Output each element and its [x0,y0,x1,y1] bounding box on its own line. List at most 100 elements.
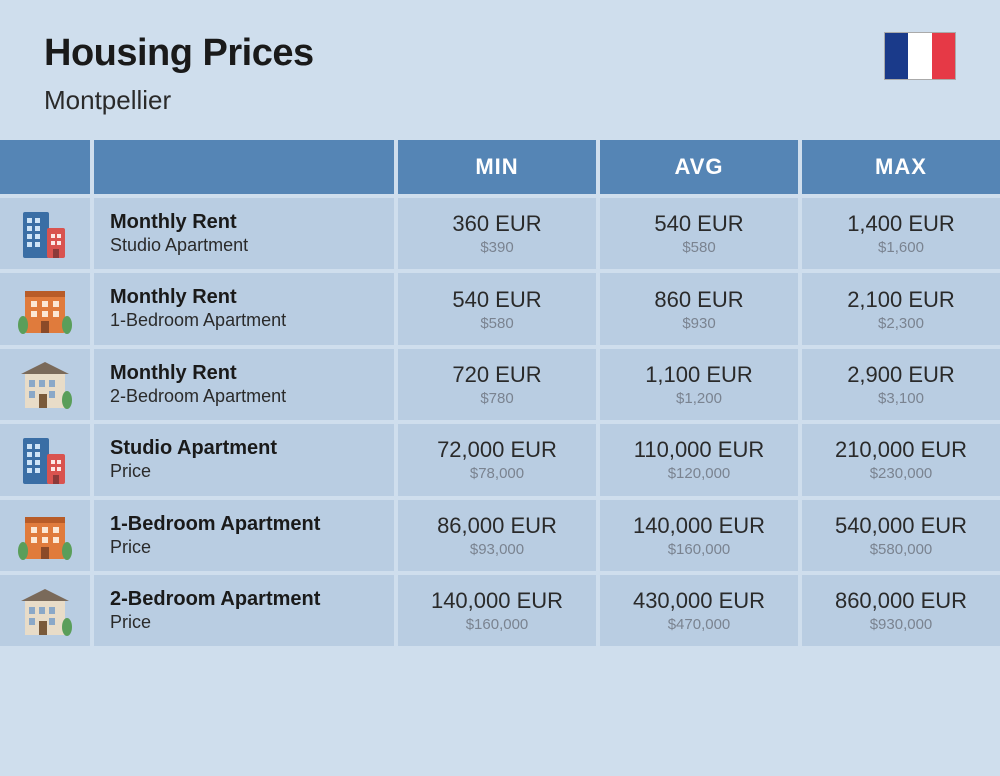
col-min: MIN [398,140,596,194]
value-usd: $780 [480,390,513,407]
value-usd: $1,200 [676,390,722,407]
col-avg: AVG [600,140,798,194]
row-icon-cell [0,575,90,646]
building-wide-icon [17,283,73,335]
value-usd: $930,000 [870,616,933,633]
row-label-cell: Monthly Rent1-Bedroom Apartment [94,273,394,344]
value-eur: 140,000 EUR [633,513,765,539]
row-title: 2-Bedroom Apartment [110,587,386,611]
value-eur: 72,000 EUR [437,437,557,463]
building-house-icon [17,358,73,410]
value-usd: $93,000 [470,541,524,558]
row-title: Studio Apartment [110,436,386,460]
row-label-cell: 2-Bedroom ApartmentPrice [94,575,394,646]
value-cell-min: 140,000 EUR $160,000 [398,575,596,646]
value-eur: 540 EUR [452,287,541,313]
row-subtitle: 1-Bedroom Apartment [110,309,386,332]
value-eur: 720 EUR [452,362,541,388]
value-cell-avg: 540 EUR $580 [600,198,798,269]
value-eur: 430,000 EUR [633,588,765,614]
row-subtitle: Price [110,536,386,559]
price-table: MIN AVG MAX Monthly RentStudio Apartment… [0,140,1000,646]
value-eur: 140,000 EUR [431,588,563,614]
value-cell-min: 720 EUR $780 [398,349,596,420]
value-cell-max: 540,000 EUR $580,000 [802,500,1000,571]
row-title: Monthly Rent [110,210,386,234]
row-label-cell: Monthly RentStudio Apartment [94,198,394,269]
value-usd: $2,300 [878,315,924,332]
col-max: MAX [802,140,1000,194]
value-usd: $3,100 [878,390,924,407]
value-cell-avg: 860 EUR $930 [600,273,798,344]
value-cell-avg: 1,100 EUR $1,200 [600,349,798,420]
building-wide-icon [17,509,73,561]
value-usd: $230,000 [870,465,933,482]
value-usd: $580,000 [870,541,933,558]
value-cell-avg: 110,000 EUR $120,000 [600,424,798,495]
row-subtitle: Price [110,611,386,634]
table-row: Monthly Rent1-Bedroom Apartment 540 EUR $5… [0,273,1000,344]
header-spacer [0,140,90,194]
value-eur: 110,000 EUR [634,437,764,463]
value-eur: 2,900 EUR [847,362,955,388]
row-label-cell: Monthly Rent2-Bedroom Apartment [94,349,394,420]
table-header: MIN AVG MAX [0,140,1000,194]
value-usd: $580 [480,315,513,332]
table-row: Monthly RentStudio Apartment 360 EUR $390 5… [0,198,1000,269]
building-tall-icon [17,434,73,486]
value-usd: $390 [480,239,513,256]
row-label-cell: 1-Bedroom ApartmentPrice [94,500,394,571]
row-title: Monthly Rent [110,285,386,309]
value-eur: 2,100 EUR [847,287,955,313]
page-title: Housing Prices [44,32,956,75]
value-cell-min: 540 EUR $580 [398,273,596,344]
value-eur: 86,000 EUR [437,513,557,539]
value-usd: $78,000 [470,465,524,482]
value-eur: 1,400 EUR [847,211,955,237]
header-spacer [94,140,394,194]
table-row: Monthly Rent2-Bedroom Apartment 720 EUR $7… [0,349,1000,420]
value-cell-max: 2,100 EUR $2,300 [802,273,1000,344]
value-usd: $470,000 [668,616,731,633]
row-label-cell: Studio ApartmentPrice [94,424,394,495]
value-eur: 860 EUR [654,287,743,313]
value-cell-max: 1,400 EUR $1,600 [802,198,1000,269]
value-usd: $1,600 [878,239,924,256]
row-title: 1-Bedroom Apartment [110,512,386,536]
value-eur: 540,000 EUR [835,513,967,539]
value-cell-min: 360 EUR $390 [398,198,596,269]
table-row: 1-Bedroom ApartmentPrice 86,000 EUR $93,00… [0,500,1000,571]
row-subtitle: 2-Bedroom Apartment [110,385,386,408]
value-eur: 540 EUR [654,211,743,237]
value-cell-max: 860,000 EUR $930,000 [802,575,1000,646]
value-eur: 360 EUR [452,211,541,237]
table-row: Studio ApartmentPrice 72,000 EUR $78,000 11… [0,424,1000,495]
row-title: Monthly Rent [110,361,386,385]
row-icon-cell [0,198,90,269]
value-cell-max: 2,900 EUR $3,100 [802,349,1000,420]
value-usd: $580 [682,239,715,256]
value-cell-avg: 140,000 EUR $160,000 [600,500,798,571]
row-icon-cell [0,273,90,344]
building-house-icon [17,585,73,637]
value-cell-max: 210,000 EUR $230,000 [802,424,1000,495]
value-usd: $120,000 [668,465,731,482]
table-row: 2-Bedroom ApartmentPrice 140,000 EUR $160,… [0,575,1000,646]
value-cell-min: 86,000 EUR $93,000 [398,500,596,571]
value-usd: $160,000 [668,541,731,558]
row-subtitle: Studio Apartment [110,234,386,257]
page-subtitle: Montpellier [44,85,956,116]
france-flag-icon [884,32,956,80]
value-usd: $160,000 [466,616,529,633]
value-eur: 1,100 EUR [645,362,753,388]
building-tall-icon [17,208,73,260]
value-usd: $930 [682,315,715,332]
row-icon-cell [0,424,90,495]
value-cell-min: 72,000 EUR $78,000 [398,424,596,495]
value-eur: 210,000 EUR [835,437,967,463]
value-cell-avg: 430,000 EUR $470,000 [600,575,798,646]
row-icon-cell [0,349,90,420]
row-subtitle: Price [110,460,386,483]
value-eur: 860,000 EUR [835,588,967,614]
row-icon-cell [0,500,90,571]
